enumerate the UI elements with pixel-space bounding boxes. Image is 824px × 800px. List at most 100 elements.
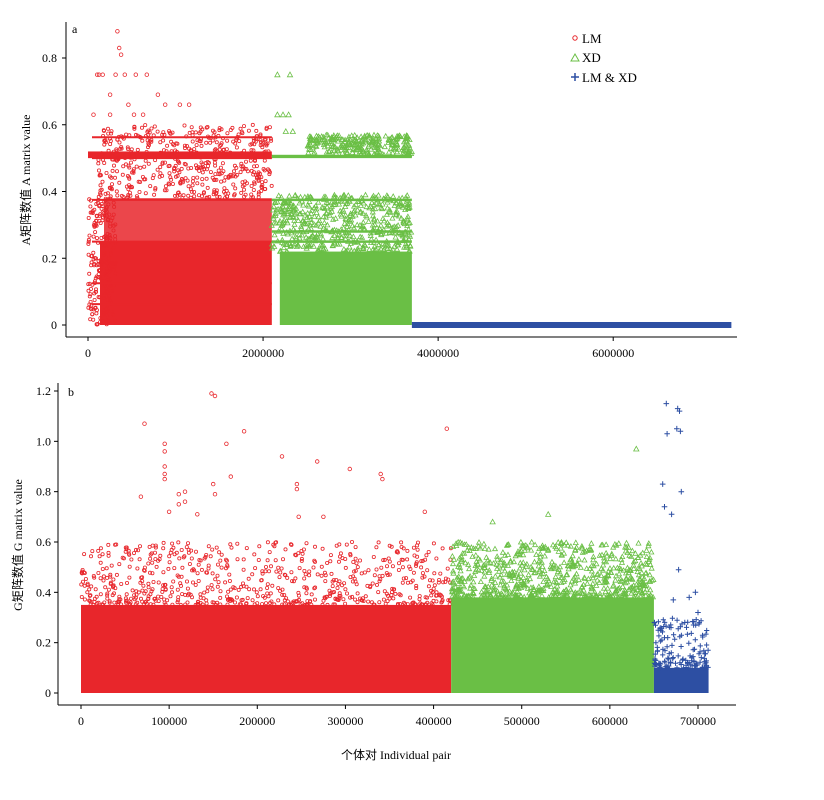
panel-a-lm-point [173, 148, 178, 153]
panel-a-x-tick-label: 0 [85, 346, 91, 360]
panel-a-lm-point [100, 204, 105, 209]
panel-b-xd-point [634, 568, 641, 574]
panel-b-lm-point [227, 572, 232, 577]
panel-a-xd-point [275, 192, 282, 198]
panel-b-lmxd-dense [653, 667, 709, 693]
panel-b-xd-point [623, 539, 630, 546]
panel-a-lm-point [166, 181, 171, 186]
panel-b-y-tick-label: 1.0 [36, 434, 51, 448]
panel-b-xd-point [553, 545, 560, 551]
panel-b-xd-point [598, 572, 605, 578]
panel-b-xd-point [610, 544, 617, 550]
panel-a-lm-point [104, 266, 109, 271]
panel-a-lm-point [162, 188, 167, 193]
panel-a-lm-point [194, 150, 199, 155]
panel-a-xd-point [311, 213, 318, 219]
panel-a-xd-point [402, 230, 409, 236]
panel-b-lm-point [398, 593, 403, 598]
panel-b-xd-point [458, 553, 465, 560]
panel-b-lm-point [312, 558, 317, 563]
panel-a-xd-point [308, 210, 315, 216]
panel-b-lm-point [359, 571, 364, 576]
panel-a-lm-point [161, 138, 166, 143]
panel-a-lm-point [203, 153, 208, 158]
panel-b-lmxd-point [674, 665, 680, 671]
panel-b-lm-point [391, 596, 396, 601]
panel-b-lm-point [204, 570, 209, 575]
panel-a-lm-point [177, 170, 182, 175]
panel-a-xd-point [403, 134, 410, 141]
panel-b-lm-point [142, 568, 147, 573]
panel-a-x-tick-label: 2000000 [242, 346, 284, 360]
panel-b-lmxd-outlier [678, 488, 685, 495]
panel-a-lm-point [214, 177, 219, 182]
panel-b-xd-point [586, 565, 593, 571]
panel-a-lm-outlier [133, 72, 138, 77]
panel-b-xd-point [588, 583, 595, 590]
panel-b-lm-point [101, 574, 106, 579]
panel-b-lm-point [244, 546, 249, 551]
panel-a-xd-point [280, 244, 287, 251]
panel-b-xd-point [471, 572, 478, 578]
panel-a-xd-point [354, 221, 361, 228]
panel-b-lm-point [150, 571, 155, 576]
panel-a-lm-point [98, 183, 103, 188]
panel-a-xd-point [381, 143, 388, 150]
panel-a-lm-point [240, 180, 245, 185]
panel-b-lm-point [218, 595, 223, 600]
panel-a-lm-point [168, 175, 173, 180]
panel-a-lm-point [121, 136, 126, 141]
panel-b-lm-point [215, 573, 220, 578]
panel-b-xd-point [536, 557, 543, 563]
panel-b-lmxd-point [687, 662, 693, 668]
panel-b-lm-point [189, 595, 194, 600]
panel-a-lm-point [91, 234, 96, 239]
panel-a-xd-point [358, 194, 365, 200]
panel-b-lm-point [405, 557, 410, 562]
panel-b-xd-point [558, 579, 565, 585]
panel-a-lm-outlier [118, 52, 124, 57]
panel-a-xd-point [306, 213, 313, 219]
panel-b-lm-point [408, 595, 413, 600]
panel-a-lm-point [108, 261, 113, 266]
panel-a-lm-point [107, 212, 112, 217]
panel-b-lm-point [427, 578, 432, 583]
panel-a-lm-point [110, 168, 115, 173]
panel-b-lmxd-point [691, 659, 697, 665]
panel-a-lm-point [243, 159, 248, 164]
panel-a-lm-point [129, 150, 134, 155]
panel-b-xd-point [567, 586, 574, 593]
panel-a-xd-point [320, 133, 327, 140]
panel-a-lm-point [199, 143, 204, 148]
panel-a-xd-point [303, 228, 310, 234]
panel-b-lm-point [359, 598, 364, 603]
panel-a-lm-point [235, 172, 240, 177]
panel-b-lm-point [289, 542, 294, 547]
panel-b-xd-point [591, 588, 598, 595]
panel-a-xd-point [342, 235, 349, 241]
panel-b-lm-point [280, 592, 285, 597]
panel-b-lm-point [85, 581, 90, 586]
panel-a-lm-point [239, 164, 244, 169]
panel-b-lm-point [385, 573, 390, 578]
panel-a-xd-point [302, 220, 309, 226]
panel-a-lm-point [127, 165, 132, 170]
panel-a-lm-point [99, 187, 104, 192]
panel-b-lm-point [319, 573, 324, 578]
panel-a-xd-point [371, 246, 378, 253]
panel-a-xd-point [352, 149, 360, 156]
panel-a-lm-point [244, 166, 249, 171]
panel-b-lm-point [384, 591, 389, 596]
panel-b-lm-point [268, 601, 273, 606]
panel-b-lm-point [190, 580, 195, 585]
panel-a-xd-point [381, 241, 388, 247]
panel-b-lm-point [216, 580, 221, 585]
panel-b-lm-point [144, 601, 149, 606]
panel-a-xd-point [384, 193, 391, 200]
panel-a-lm-point [102, 252, 107, 257]
panel-b-lm-outlier [315, 459, 320, 464]
panel-b-lm-point [304, 602, 309, 607]
panel-a-xd-point [291, 221, 298, 227]
panel-b-lm-point [266, 569, 271, 574]
panel-a-lm-point [94, 223, 99, 228]
